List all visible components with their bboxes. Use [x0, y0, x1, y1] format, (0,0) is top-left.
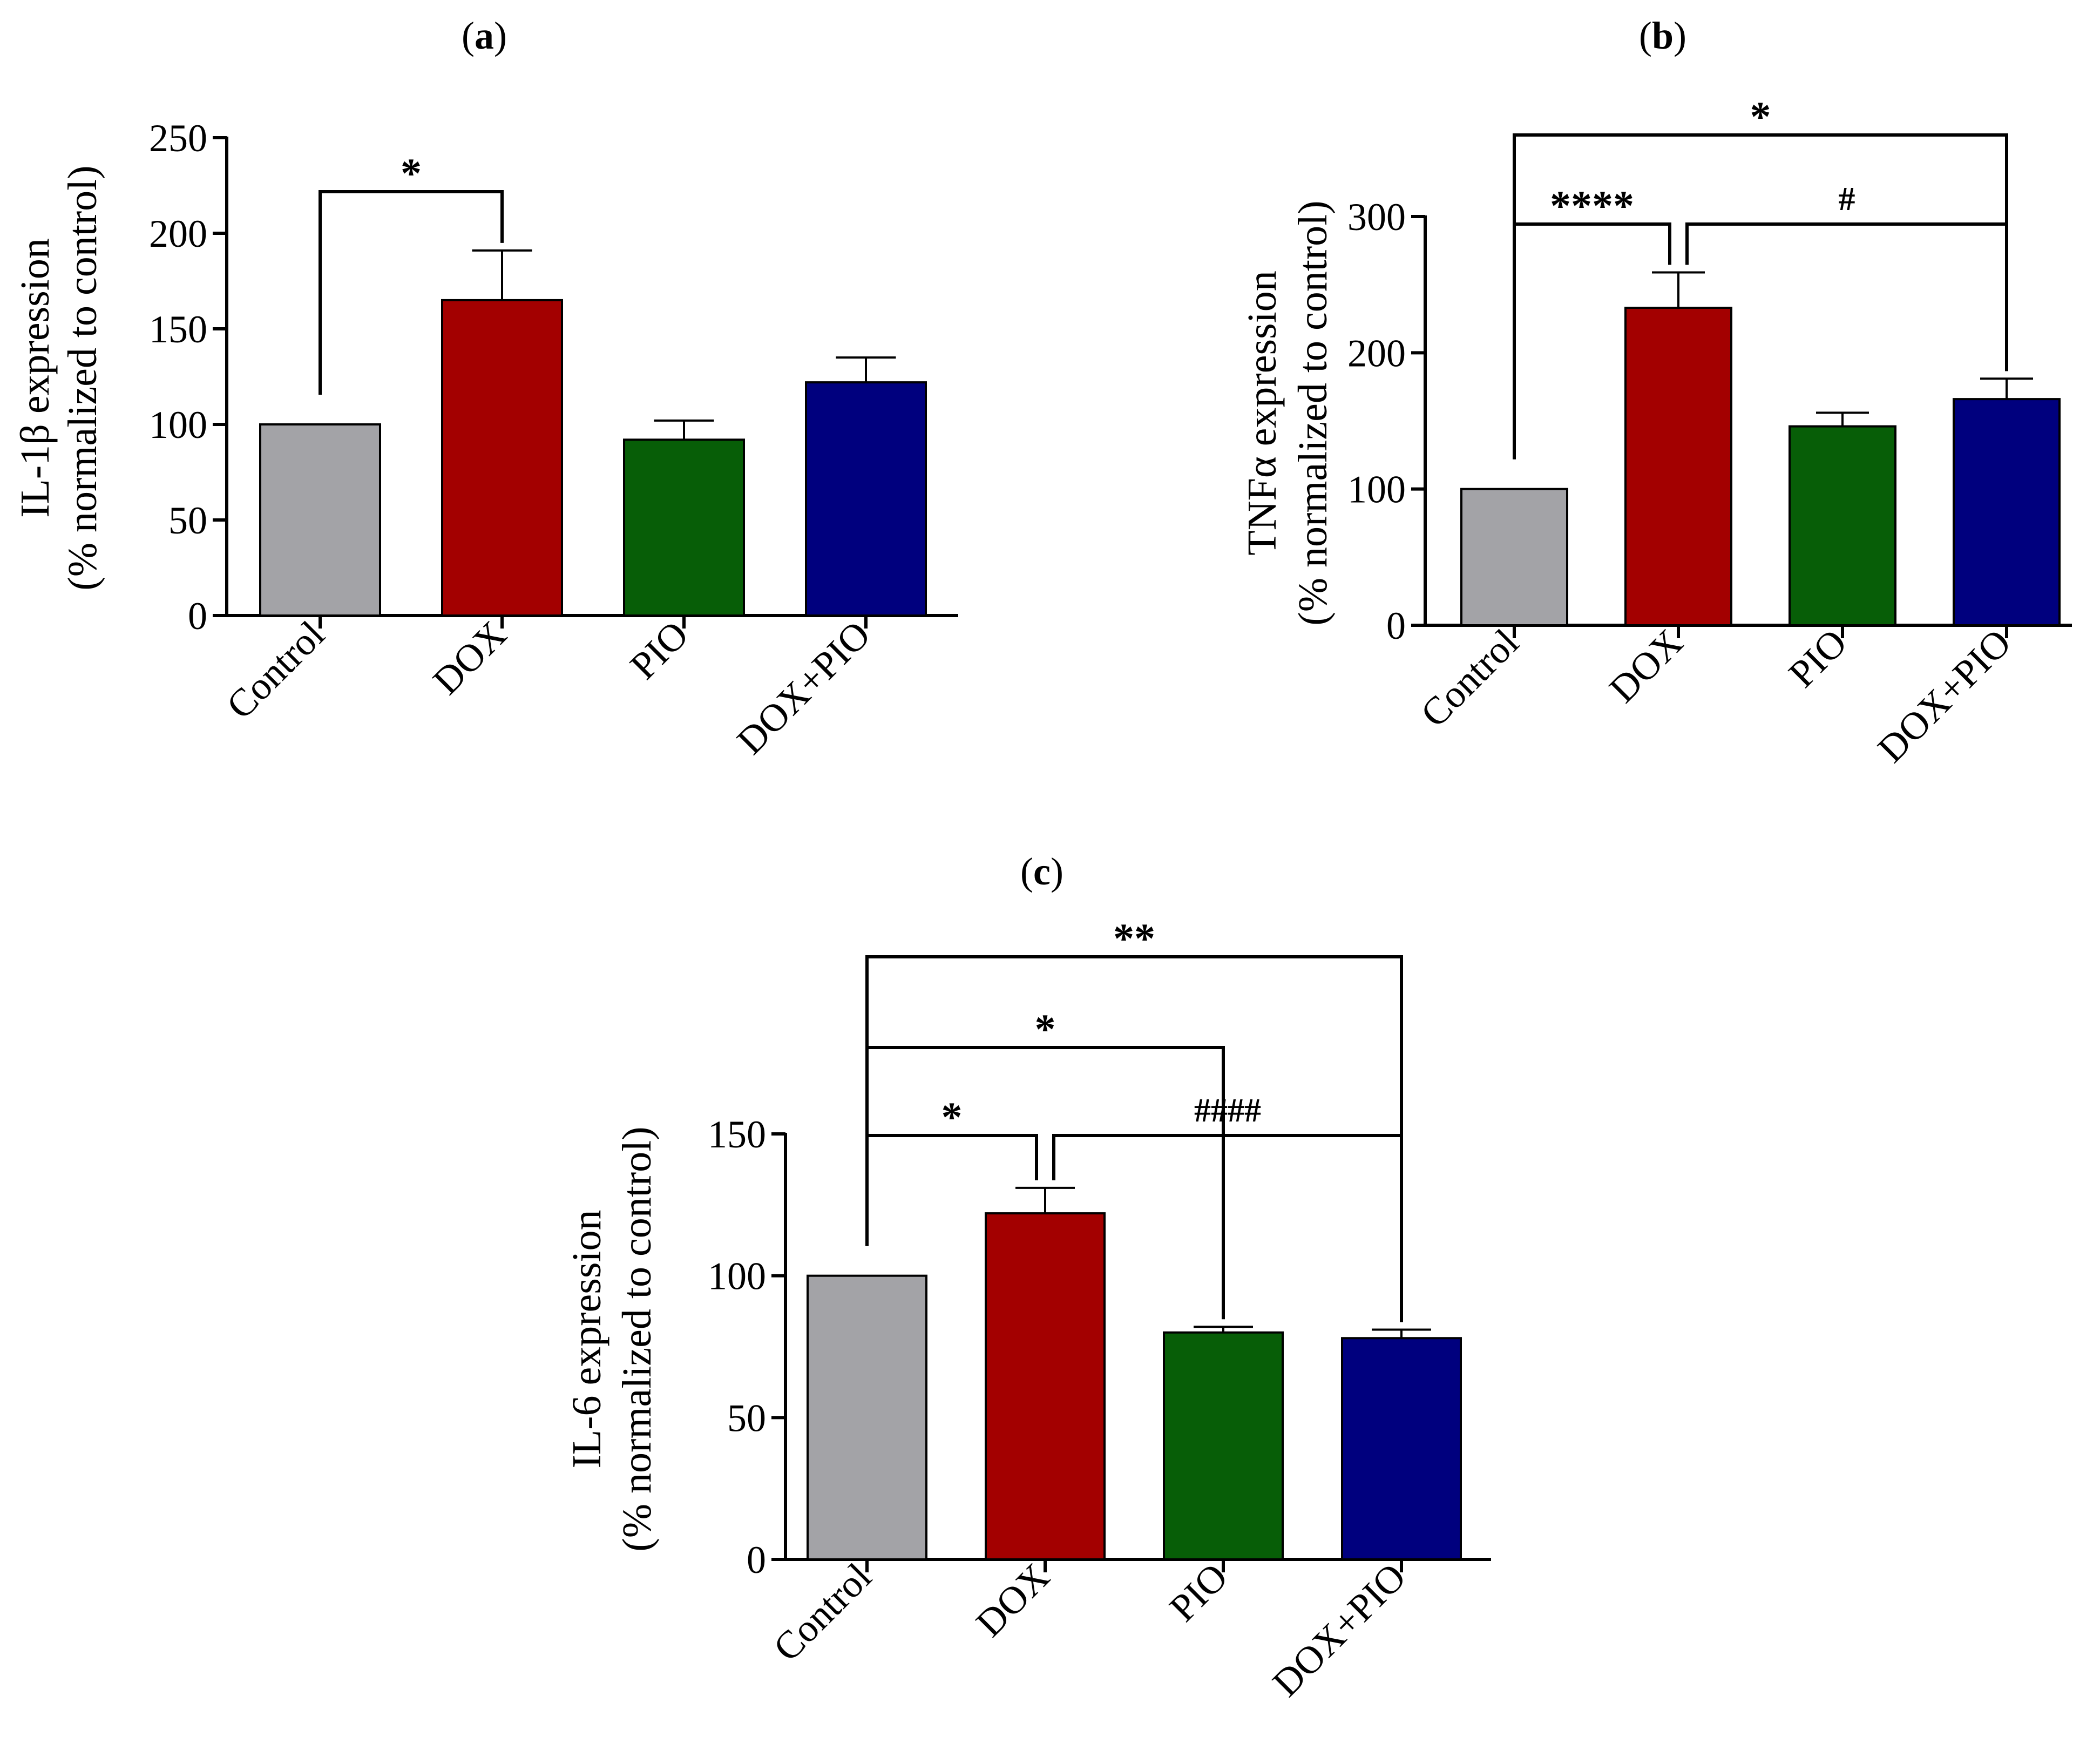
y-tick-label: 50 [727, 1396, 766, 1440]
bar-dox-pio [805, 381, 927, 617]
panel-b-chart: (b) TNFα expression (% normalized to contr… [1239, 14, 2072, 771]
bar-dox [1624, 307, 1732, 626]
panel-title: (a) [462, 14, 507, 57]
y-tick-label: 300 [1347, 195, 1406, 239]
significance-bracket [865, 955, 1403, 1322]
bar-dox-pio [1341, 1337, 1462, 1560]
significance-label: * [1035, 1005, 1056, 1052]
bar-pio [623, 438, 745, 617]
y-tick-label: 250 [149, 117, 207, 160]
bar-dox [985, 1212, 1106, 1560]
y-tick-label: 0 [188, 594, 207, 638]
bar-dox-pio [1953, 398, 2061, 626]
y-axis-label: IL-1β expression [12, 238, 58, 518]
y-tick-label: 100 [708, 1255, 766, 1298]
y-tick-label: 200 [1347, 332, 1406, 375]
significance-label: ** [1113, 915, 1155, 962]
significance-label: #### [1194, 1092, 1261, 1129]
bar-control [259, 423, 381, 617]
significance-bracket [319, 190, 504, 395]
y-tick-label: 0 [747, 1538, 766, 1582]
panel-title: (b) [1639, 14, 1686, 57]
y-tick-label: 200 [149, 212, 207, 255]
panel-title: (c) [1020, 850, 1063, 893]
bar-pio [1163, 1331, 1284, 1561]
x-tick-label: Control [765, 1555, 879, 1670]
significance-label: * [401, 150, 422, 197]
panel-c-chart: (c) IL-6 expression (% normalized to contr… [564, 850, 1491, 1705]
y-axis-sublabel: (% normalized to control) [614, 1126, 660, 1551]
significance-label: **** [1550, 182, 1634, 229]
significance-label: # [1839, 181, 1855, 218]
y-axis-label: TNFα expression [1239, 271, 1285, 555]
y-tick-label: 150 [149, 308, 207, 351]
y-tick-label: 50 [168, 499, 207, 542]
y-axis-sublabel: (% normalized to control) [1290, 200, 1336, 625]
bar-dox [441, 299, 563, 617]
significance-label: * [1750, 93, 1771, 140]
y-axis-sublabel: (% normalized to control) [60, 165, 105, 590]
significance-bracket [1685, 222, 2008, 371]
x-tick-label: DOX+PIO [729, 613, 879, 763]
x-tick-label: DOX+PIO [1869, 621, 2020, 771]
x-tick-label: DOX+PIO [1264, 1555, 1414, 1705]
y-tick-label: 150 [708, 1113, 766, 1156]
x-tick-label: Control [218, 613, 333, 727]
y-tick-label: 100 [1347, 468, 1406, 511]
panel-a-chart: (a) IL-1β expression (% normalized to cont… [12, 14, 958, 762]
significance-label: * [941, 1093, 963, 1140]
y-tick-label: 0 [1386, 604, 1406, 647]
significance-bracket [1052, 1134, 1403, 1322]
y-tick-label: 100 [149, 403, 207, 447]
bar-pio [1789, 425, 1896, 626]
x-tick-label: Control [1412, 621, 1527, 735]
bar-control [807, 1274, 927, 1561]
y-axis-label: IL-6 expression [564, 1210, 609, 1468]
significance-bracket [1513, 133, 2008, 460]
bar-control [1460, 488, 1568, 627]
